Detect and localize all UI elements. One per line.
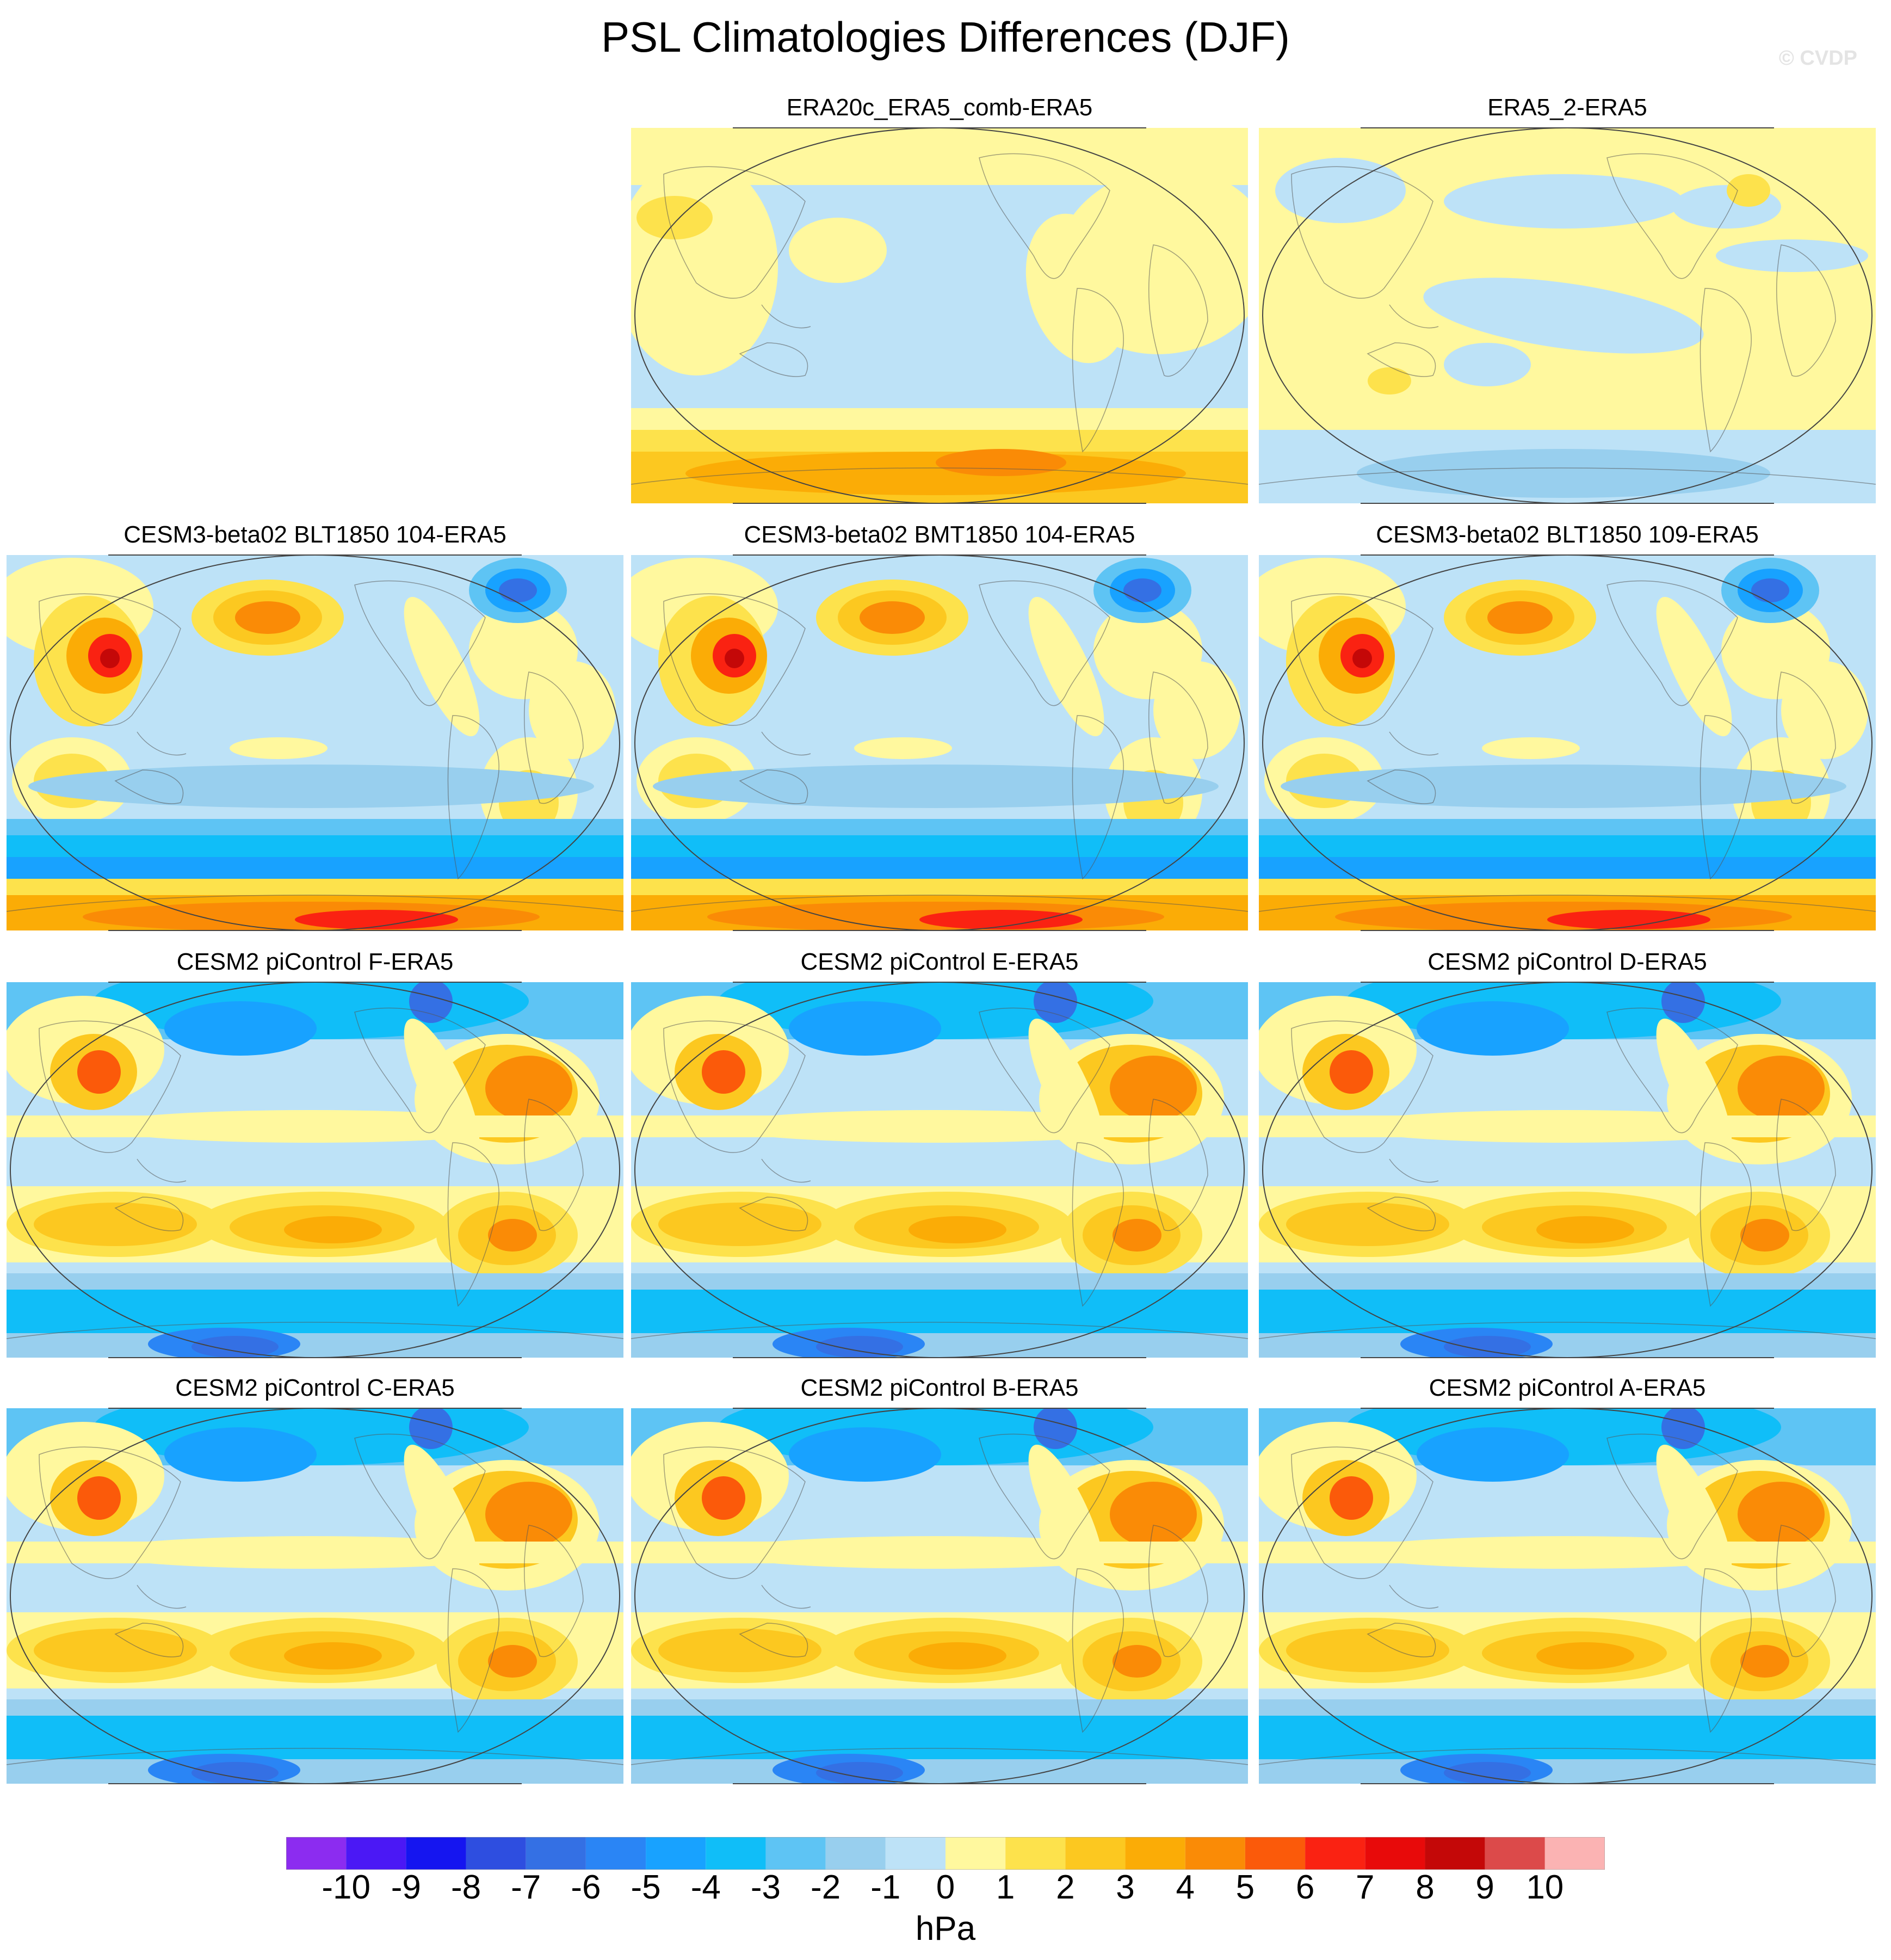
colorbar-tick-label: 8 [1416,1869,1435,1906]
colorbar-tick-label: -2 [811,1869,841,1906]
coastlines [631,580,1248,912]
map-panel: CESM3-beta02 BLT1850 109-ERA5 [1259,520,1876,950]
colorbar-swatch [406,1837,466,1870]
world-map [1259,1408,1876,1784]
panel-title: CESM3-beta02 BLT1850 109-ERA5 [1376,521,1759,548]
colorbar-tick-label: 5 [1235,1869,1255,1906]
coastlines [631,1007,1248,1339]
world-map [1259,982,1876,1358]
panel-title: CESM2 piControl E-ERA5 [800,948,1079,975]
colorbar-swatch [646,1837,706,1870]
units-label: hPa [915,1910,976,1947]
colorbar-swatch [1365,1837,1425,1870]
map-panel: CESM2 piControl D-ERA5 [1259,947,1876,1377]
colorbar-tick-label: 0 [936,1869,955,1906]
colorbar-swatch [466,1837,526,1870]
colorbar-tick-label: 4 [1176,1869,1195,1906]
colorbar-swatch [1425,1837,1485,1870]
panel-title: CESM2 piControl A-ERA5 [1429,1375,1706,1401]
colorbar-tick-label: 7 [1356,1869,1375,1906]
colorbar-tick-label: -7 [511,1869,541,1906]
colorbar-swatch [526,1837,586,1870]
coastlines [631,1433,1248,1765]
colorbar-tick-label: 6 [1295,1869,1315,1906]
coastlines [7,580,623,912]
world-map [7,982,623,1358]
map-panel: ERA5_2-ERA5 [1259,93,1876,522]
colorbar-swatch [346,1837,406,1870]
map-panel: CESM3-beta02 BMT1850 104-ERA5 [631,520,1248,950]
colorbar-swatch [765,1837,826,1870]
world-map [631,982,1248,1358]
panel-title: CESM2 piControl F-ERA5 [176,948,454,975]
colorbar-tick-label: -8 [450,1869,481,1906]
colorbar-swatch [1005,1837,1066,1870]
colorbar-swatch [1125,1837,1185,1870]
colorbar-swatch [946,1837,1006,1870]
coastlines [1259,1007,1876,1339]
colorbar-tick-label: -1 [870,1869,901,1906]
colorbar-swatch [1065,1837,1126,1870]
coastlines [7,1433,623,1765]
world-map [631,127,1248,504]
panel-title: ERA5_2-ERA5 [1487,94,1647,121]
map-panel: ERA20c_ERA5_comb-ERA5 [631,93,1248,522]
map-panel: CESM3-beta02 BLT1850 104-ERA5 [7,520,623,950]
colorbar-tick-label: 10 [1526,1869,1564,1906]
colorbar-swatch [1185,1837,1245,1870]
colorbar-swatch [1305,1837,1365,1870]
map-panel: CESM2 piControl A-ERA5 [1259,1373,1876,1803]
colorbar-tick-label: -3 [750,1869,781,1906]
panel-title: CESM2 piControl C-ERA5 [175,1375,455,1401]
colorbar-tick-label: -9 [391,1869,421,1906]
coastlines [1259,153,1876,485]
world-map [1259,127,1876,504]
watermark: © CVDP [1778,47,1857,70]
colorbar-tick-label: 2 [1056,1869,1075,1906]
panel-title: CESM3-beta02 BLT1850 104-ERA5 [123,521,506,548]
coastlines [7,1007,623,1339]
colorbar-tick-label: 1 [996,1869,1015,1906]
colorbar-swatch [885,1837,946,1870]
world-map [631,554,1248,931]
colorbar-swatch [1245,1837,1306,1870]
colorbar-swatch [825,1837,886,1870]
colorbar-swatch [1485,1837,1545,1870]
main-title: PSL Climatologies Differences (DJF) [601,13,1290,61]
coastlines [631,153,1248,485]
world-map [631,1408,1248,1784]
colorbar [286,1837,1605,1870]
colorbar-tick-label: 9 [1475,1869,1494,1906]
colorbar-tick-label: -5 [631,1869,661,1906]
coastlines [1259,1433,1876,1765]
world-map [7,1408,623,1784]
panel-title: CESM2 piControl B-ERA5 [800,1375,1079,1401]
world-map [7,554,623,931]
map-panel: CESM2 piControl C-ERA5 [7,1373,623,1803]
world-map [1259,554,1876,931]
map-panel: CESM2 piControl F-ERA5 [7,947,623,1377]
coastlines [1259,580,1876,912]
colorbar-swatch [1544,1837,1605,1870]
panel-title: CESM3-beta02 BMT1850 104-ERA5 [744,521,1135,548]
colorbar-tick-label: -4 [690,1869,721,1906]
map-panel: CESM2 piControl E-ERA5 [631,947,1248,1377]
panel-title: ERA20c_ERA5_comb-ERA5 [786,94,1093,121]
colorbar-swatch [286,1837,347,1870]
colorbar-swatch [585,1837,646,1870]
colorbar-tick-label: 3 [1116,1869,1135,1906]
colorbar-swatch [706,1837,766,1870]
panel-title: CESM2 piControl D-ERA5 [1427,948,1707,975]
map-panel: CESM2 piControl B-ERA5 [631,1373,1248,1803]
colorbar-tick-label: -10 [322,1869,370,1906]
colorbar-tick-label: -6 [571,1869,601,1906]
